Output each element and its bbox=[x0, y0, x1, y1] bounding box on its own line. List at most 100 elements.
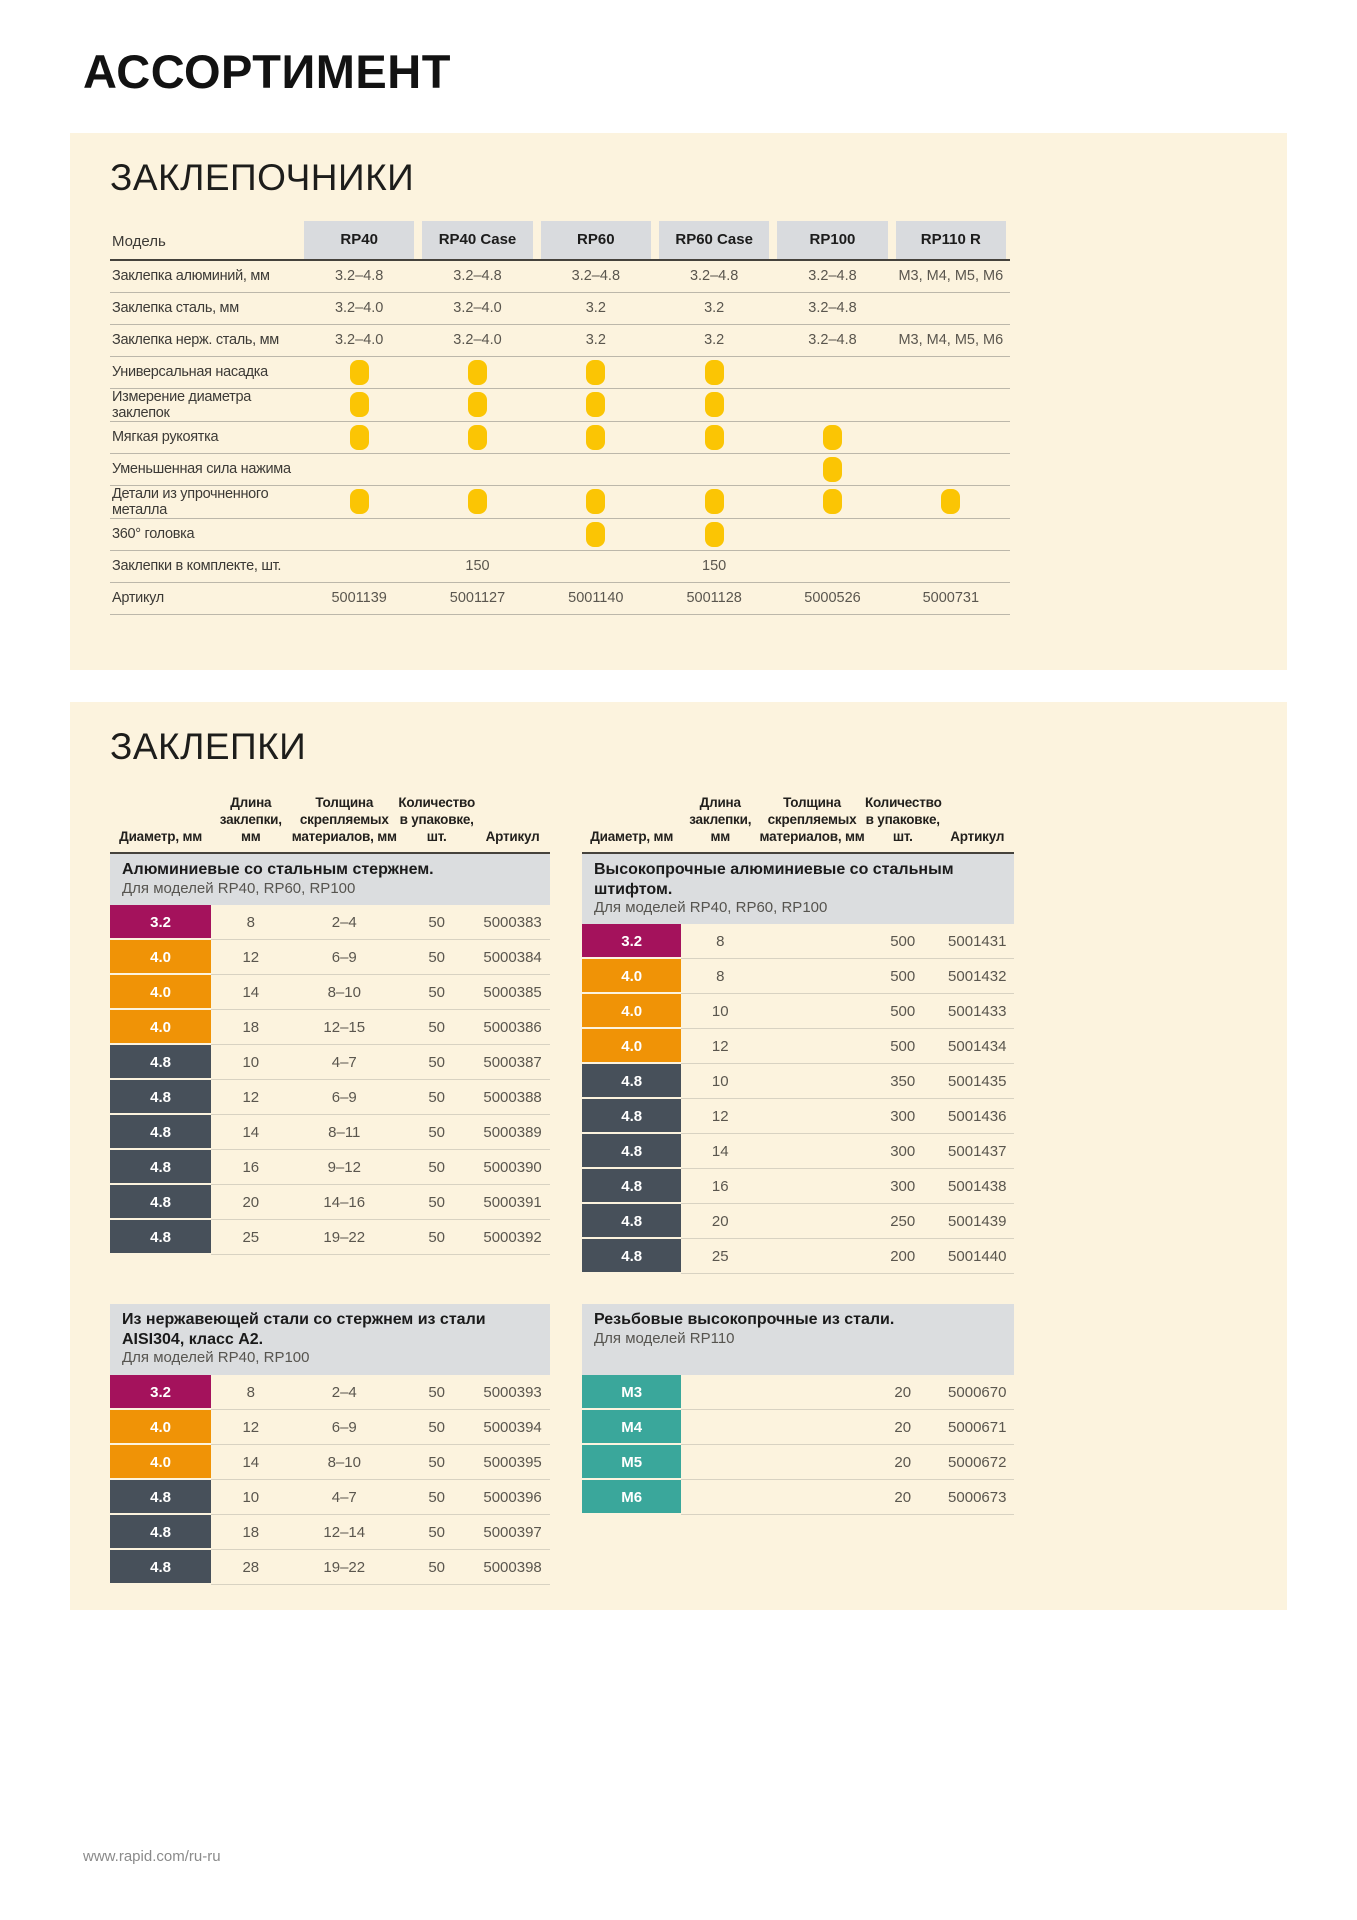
feature-value-cell bbox=[773, 518, 892, 551]
rivet-row: 4.0 12 6–9 50 5000384 bbox=[110, 939, 550, 975]
diameter-cell: 3.2 bbox=[110, 1375, 212, 1411]
feature-value-cell: 3.2–4.0 bbox=[418, 292, 537, 325]
feature-dot bbox=[586, 424, 606, 450]
sku-cell: 5000383 bbox=[475, 905, 550, 940]
rivet-row: 4.8 10 350 5001435 bbox=[582, 1064, 1014, 1100]
quantity-cell: 50 bbox=[398, 975, 476, 1010]
sku-cell: 5001433 bbox=[940, 994, 1014, 1030]
feature-value-cell bbox=[891, 292, 1010, 325]
sku-cell: 5000397 bbox=[475, 1515, 550, 1551]
rivet-column-header: Количество в упаковке, шт. bbox=[864, 795, 942, 845]
model-column-header: Модель bbox=[110, 221, 300, 261]
diameter-cell: 4.0 bbox=[582, 1029, 682, 1065]
feature-dot bbox=[349, 489, 369, 514]
feature-value-cell bbox=[536, 388, 655, 422]
rivet-group-title: Алюминиевые со стальным стержнем. bbox=[122, 861, 434, 878]
feature-value-cell bbox=[300, 356, 419, 389]
length-cell: 10 bbox=[681, 1064, 760, 1100]
feature-value-cell: 3.2 bbox=[536, 324, 655, 357]
length-cell: 20 bbox=[681, 1204, 760, 1240]
rivet-column-header: Толщина скрепляемых материалов, мм bbox=[291, 795, 397, 845]
length-cell: 12 bbox=[681, 1099, 760, 1135]
riveter-feature-row: Универсальная насадка bbox=[110, 356, 1010, 389]
feature-label: Измерение диаметра заклепок bbox=[110, 388, 300, 422]
sku-cell: 5000386 bbox=[475, 1010, 550, 1045]
sku-cell: 5000388 bbox=[475, 1080, 550, 1115]
diameter-cell: 4.0 bbox=[582, 959, 682, 995]
feature-value-cell: 3.2–4.8 bbox=[773, 292, 892, 325]
sku-cell: 5001436 bbox=[940, 1099, 1014, 1135]
diameter-cell: 4.8 bbox=[582, 1239, 682, 1275]
feature-value-cell: 3.2–4.8 bbox=[418, 260, 537, 293]
feature-value-cell: 3.2–4.8 bbox=[654, 260, 774, 293]
thickness-cell: 19–22 bbox=[290, 1550, 399, 1586]
thickness-cell bbox=[759, 1169, 865, 1205]
footer-link[interactable]: www.rapid.com/ru-ru bbox=[83, 1848, 221, 1865]
rivet-group-subtitle: Для моделей RP40, RP60, RP100 bbox=[594, 899, 828, 917]
length-cell bbox=[681, 1410, 760, 1446]
length-cell: 16 bbox=[211, 1150, 291, 1185]
feature-value-cell bbox=[773, 453, 892, 486]
sku-cell: 5001438 bbox=[940, 1169, 1014, 1205]
rivet-row: 3.2 8 500 5001431 bbox=[582, 924, 1014, 960]
diameter-cell: 4.8 bbox=[110, 1044, 212, 1080]
feature-value-cell bbox=[300, 388, 419, 422]
thickness-cell bbox=[759, 994, 865, 1030]
quantity-cell: 50 bbox=[398, 1445, 476, 1481]
thickness-cell: 2–4 bbox=[290, 1375, 399, 1411]
rivet-row: 4.8 25 19–22 50 5000392 bbox=[110, 1219, 550, 1255]
length-cell: 8 bbox=[681, 959, 760, 995]
thickness-cell bbox=[759, 1064, 865, 1100]
diameter-cell: 4.0 bbox=[110, 1445, 212, 1481]
thickness-cell: 8–11 bbox=[290, 1115, 399, 1150]
feature-dot bbox=[704, 521, 724, 547]
feature-label: Детали из упрочненного металла bbox=[110, 485, 300, 519]
thickness-cell bbox=[759, 1410, 865, 1446]
quantity-cell: 20 bbox=[864, 1375, 941, 1411]
feature-value-cell bbox=[891, 356, 1010, 389]
model-header-chip: RP40 bbox=[304, 221, 415, 259]
sku-cell: 5000391 bbox=[475, 1185, 550, 1220]
model-header-rp110-r: RP110 R bbox=[891, 221, 1010, 261]
feature-label: Артикул bbox=[110, 582, 300, 615]
feature-value-cell bbox=[418, 485, 537, 519]
rivet-group-title: Резьбовые высокопрочные из стали. bbox=[594, 1311, 895, 1329]
length-cell: 10 bbox=[211, 1480, 291, 1516]
feature-value-cell bbox=[891, 485, 1010, 519]
feature-value-cell bbox=[654, 356, 774, 389]
model-header-chip: RP110 R bbox=[895, 221, 1006, 259]
riveter-feature-row: Измерение диаметра заклепок bbox=[110, 388, 1010, 422]
feature-value-cell bbox=[418, 388, 537, 422]
sku-cell: 5000671 bbox=[940, 1410, 1014, 1446]
rivets-tables-grid: Диаметр, мм Длина заклепки, мм Толщина скр… bbox=[110, 790, 1247, 1586]
diameter-cell: 3.2 bbox=[110, 904, 212, 940]
rivet-row: 4.8 14 8–11 50 5000389 bbox=[110, 1114, 550, 1150]
rivet-column-header: Диаметр, мм bbox=[590, 829, 674, 845]
feature-value-cell bbox=[536, 485, 655, 519]
rivet-group-title: Из нержавеющей стали со стержнем из стал… bbox=[122, 1311, 486, 1348]
length-cell: 20 bbox=[211, 1185, 291, 1220]
thickness-cell bbox=[759, 1480, 865, 1516]
thickness-cell: 19–22 bbox=[290, 1220, 399, 1255]
rivet-row: 4.8 20 250 5001439 bbox=[582, 1204, 1014, 1240]
quantity-cell: 50 bbox=[398, 1515, 476, 1551]
feature-dot bbox=[822, 489, 842, 514]
feature-value-cell bbox=[536, 453, 655, 486]
feature-value-cell bbox=[536, 550, 655, 583]
riveters-header-row: Модель RP40 RP40 Case RP60 RP60 Case RP100 RP1… bbox=[110, 221, 1010, 261]
rivet-row: 4.8 10 4–7 50 5000396 bbox=[110, 1480, 550, 1516]
quantity-cell: 50 bbox=[398, 1375, 476, 1411]
rivets-panel: ЗАКЛЕПКИ Диаметр, мм Длина заклепки, мм То… bbox=[70, 702, 1287, 1610]
thickness-cell bbox=[759, 1239, 865, 1275]
feature-value-cell bbox=[536, 518, 655, 551]
thickness-cell bbox=[759, 924, 865, 960]
rivet-table-1: Диаметр, мм Длина заклепки, мм Толщина скр… bbox=[110, 790, 550, 1255]
feature-value-cell bbox=[891, 518, 1010, 551]
riveters-panel: ЗАКЛЕПОЧНИКИ Модель RP40 RP40 Case RP60 RP60… bbox=[70, 133, 1287, 670]
diameter-cell: 4.8 bbox=[110, 1114, 212, 1150]
rivet-column-header: Диаметр, мм bbox=[119, 829, 203, 845]
length-cell: 10 bbox=[681, 994, 760, 1030]
length-cell: 14 bbox=[211, 1115, 291, 1150]
feature-value-cell bbox=[773, 421, 892, 454]
riveter-feature-row: Заклепка нерж. сталь, мм 3.2–4.0 3.2–4.0 3.… bbox=[110, 324, 1010, 357]
